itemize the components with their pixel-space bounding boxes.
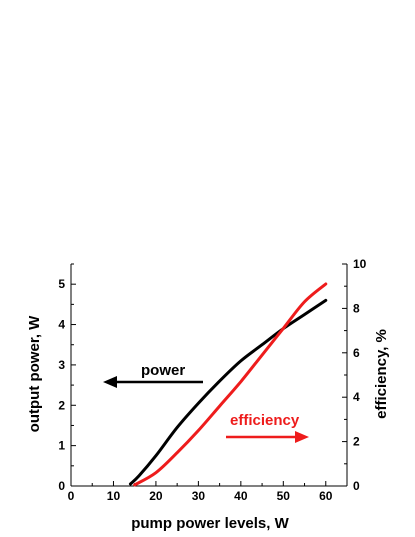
efficiency-annotation-label: efficiency <box>230 412 300 429</box>
y-right-axis-ticks: 0 2 4 6 8 10 <box>342 257 367 493</box>
x-tick-label: 60 <box>319 489 333 503</box>
efficiency-series-line <box>133 282 328 487</box>
y-left-tick-label: 3 <box>58 358 65 372</box>
efficiency-annotation-arrow-head <box>295 431 309 443</box>
efficiency-annotation: efficiency <box>226 412 309 443</box>
power-annotation: power <box>103 362 203 388</box>
x-tick-label: 20 <box>149 489 163 503</box>
y-right-tick-label: 8 <box>353 301 360 315</box>
y-left-axis-title: output power, W <box>26 315 43 432</box>
y-left-tick-label: 1 <box>58 439 65 453</box>
x-axis-title: pump power levels, W <box>131 515 289 532</box>
power-annotation-arrow-head <box>103 376 117 388</box>
power-annotation-label: power <box>141 362 185 379</box>
y-left-tick-label: 0 <box>58 479 65 493</box>
y-left-tick-label: 4 <box>58 318 65 332</box>
x-tick-label: 50 <box>277 489 291 503</box>
y-right-tick-label: 6 <box>353 346 360 360</box>
y-right-tick-label: 4 <box>353 390 360 404</box>
series-lines <box>128 282 328 487</box>
y-left-tick-label: 2 <box>58 398 65 412</box>
y-right-tick-label: 2 <box>353 435 360 449</box>
x-tick-label: 0 <box>68 489 75 503</box>
x-axis-ticks: 0 10 20 30 40 50 60 <box>68 481 333 503</box>
power-series-line <box>128 298 328 486</box>
y-right-axis-title: efficiency, % <box>373 329 390 419</box>
y-left-tick-label: 5 <box>58 277 65 291</box>
y-left-axis-ticks: 0 1 2 3 4 5 <box>58 263 76 493</box>
y-right-tick-label: 0 <box>353 479 360 493</box>
y-right-tick-label: 10 <box>353 257 367 271</box>
x-tick-label: 30 <box>192 489 206 503</box>
axes <box>70 264 348 487</box>
x-tick-label: 40 <box>234 489 248 503</box>
x-tick-label: 10 <box>107 489 121 503</box>
